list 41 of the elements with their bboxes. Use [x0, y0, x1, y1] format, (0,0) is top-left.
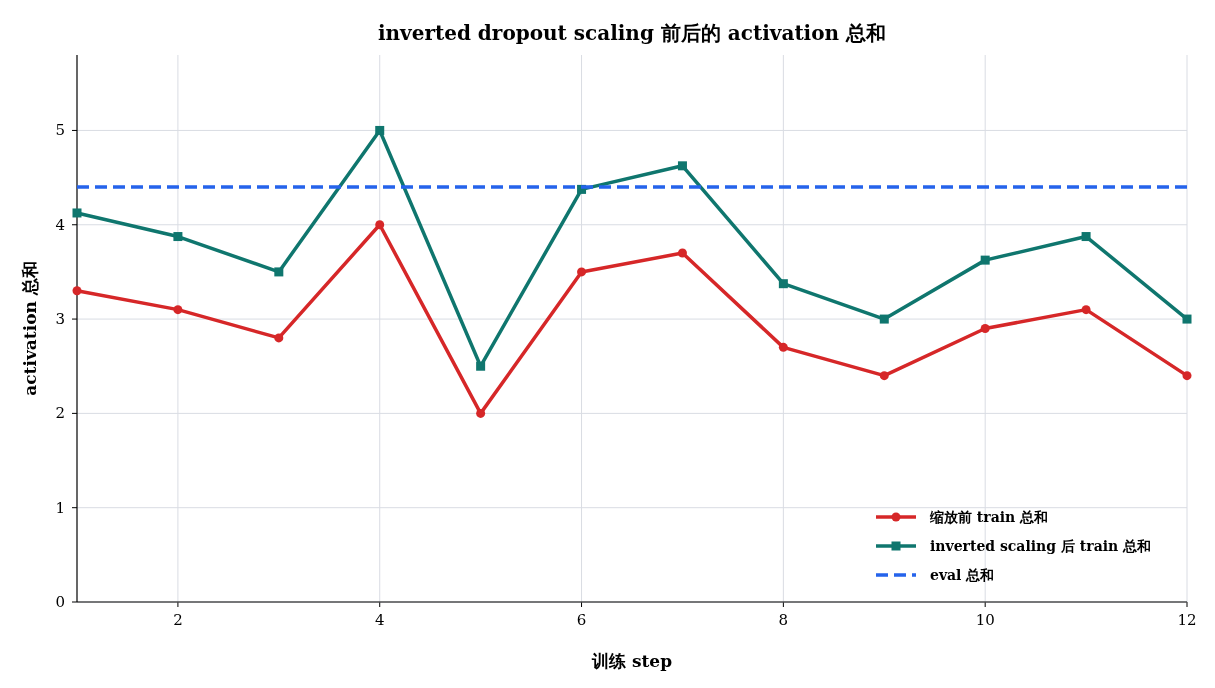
x-axis-title: 训练 step — [590, 651, 673, 671]
point — [476, 361, 486, 371]
y-tick-label: 0 — [55, 593, 65, 611]
x-tick-label: 12 — [1177, 611, 1197, 629]
legend-label: 缩放前 train 总和 — [929, 509, 1049, 525]
point — [476, 408, 486, 418]
y-axis-title: activation 总和 — [20, 261, 40, 396]
point — [375, 220, 385, 230]
y-tick-label: 2 — [55, 404, 65, 423]
point — [375, 125, 385, 135]
point — [274, 333, 284, 343]
point — [1182, 371, 1192, 381]
point — [1081, 305, 1091, 315]
point — [879, 314, 889, 324]
point — [778, 279, 788, 289]
point — [677, 161, 687, 171]
y-tick-label: 3 — [55, 310, 65, 329]
point — [72, 208, 82, 218]
point — [778, 342, 788, 352]
point — [72, 286, 82, 296]
y-tick-label: 1 — [55, 498, 65, 517]
x-tick-label: 4 — [374, 611, 385, 629]
x-tick-label: 8 — [778, 611, 789, 629]
x-tick-label: 2 — [173, 611, 183, 629]
point — [577, 267, 587, 277]
point — [173, 232, 183, 242]
point — [879, 371, 889, 381]
point — [1182, 314, 1192, 324]
y-tick-label: 5 — [55, 121, 65, 140]
x-tick-label: 6 — [576, 611, 587, 629]
legend-label: inverted scaling 后 train 总和 — [930, 538, 1152, 554]
point — [173, 305, 183, 315]
point — [677, 248, 687, 258]
legend-label: eval 总和 — [930, 567, 995, 583]
point — [980, 255, 990, 265]
point — [980, 324, 990, 333]
point — [1081, 232, 1091, 242]
y-tick-label: 4 — [55, 215, 65, 234]
chart-title: inverted dropout scaling 前后的 activation 总和 — [377, 21, 887, 45]
point — [274, 267, 284, 277]
x-tick-label: 10 — [975, 611, 995, 629]
